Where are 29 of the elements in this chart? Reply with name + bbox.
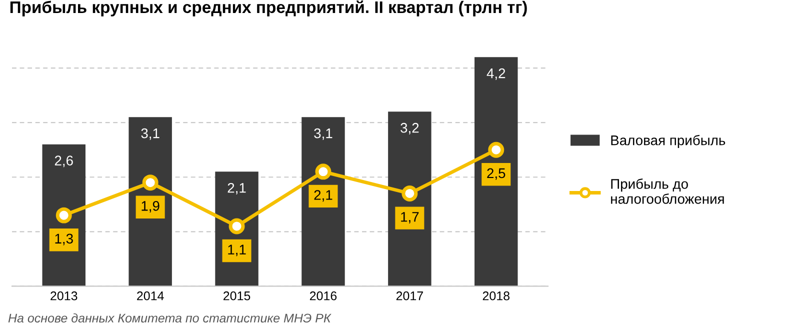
point bbox=[228, 218, 245, 234]
point bbox=[56, 207, 72, 224]
text: На основе данных Комитета по статистике МНЭ РК bbox=[8, 313, 332, 323]
data-label: 2,6 bbox=[54, 156, 73, 168]
x-tick-label: 2017 bbox=[396, 291, 423, 300]
data-label: 3,1 bbox=[314, 128, 332, 140]
data-label: 1,3 bbox=[55, 234, 73, 246]
x-tick-label: 2014 bbox=[137, 291, 164, 300]
data-label: 2,1 bbox=[314, 190, 332, 202]
point bbox=[402, 186, 418, 202]
point bbox=[142, 174, 158, 191]
data-label: 3,1 bbox=[141, 128, 160, 140]
data-label: 1,9 bbox=[142, 201, 160, 212]
x-tick-label: 2018 bbox=[482, 291, 510, 300]
data-label: 1,1 bbox=[228, 244, 246, 256]
data-label: 2,1 bbox=[228, 182, 246, 194]
data-label: 2,5 bbox=[487, 168, 506, 180]
data-label: 1,7 bbox=[401, 212, 419, 224]
x-tick-label: 2015 bbox=[224, 291, 250, 300]
legend-label: Валовая прибыль bbox=[611, 134, 726, 148]
data-label: 3,2 bbox=[400, 122, 419, 134]
x-tick-label: 2016 bbox=[310, 291, 337, 300]
point bbox=[315, 164, 332, 180]
chart-title: Прибыль крупных и средних предприятий. II квартал (трлн тг) bbox=[10, 0, 527, 16]
x-tick-label: 2013 bbox=[50, 291, 78, 300]
bar bbox=[474, 57, 518, 286]
data-label: 4,2 bbox=[486, 68, 506, 80]
legend-label: Прибыль до налогообложения bbox=[611, 178, 724, 204]
point bbox=[488, 142, 504, 158]
